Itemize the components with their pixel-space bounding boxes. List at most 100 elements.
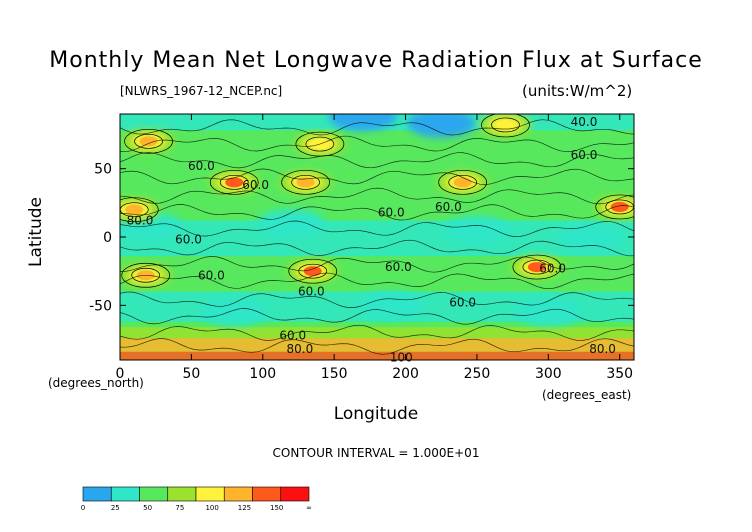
- contour-ring: [121, 262, 171, 288]
- contour-line: [120, 187, 634, 205]
- contour-label: 60.0: [242, 178, 269, 192]
- colorbar-label: 50: [143, 504, 152, 512]
- colorbar-swatch: [139, 486, 169, 502]
- contour-ring: [448, 174, 478, 190]
- contour-ring: [134, 133, 163, 149]
- contour-line: [120, 272, 634, 290]
- contour-line: [120, 256, 634, 273]
- colorbar-label: ∞: [306, 504, 312, 512]
- contour-line: [120, 204, 634, 221]
- contour-ring: [291, 174, 320, 190]
- contour-line: [120, 291, 634, 308]
- colorbar-swatch: [252, 486, 282, 502]
- field-hotspot-core: [225, 177, 244, 188]
- contour-label: 100: [390, 350, 413, 364]
- contour-label: 60.0: [279, 328, 306, 342]
- contour-label: 60.0: [188, 159, 215, 173]
- field-hotspot-core: [496, 119, 515, 130]
- contour-line: [120, 152, 634, 169]
- contour-label: 60.0: [385, 260, 412, 274]
- contour-line: [120, 135, 634, 153]
- field-coolspot: [357, 291, 426, 320]
- contour-label: 60.0: [175, 233, 202, 247]
- field-coolspot: [257, 209, 326, 238]
- contour-ring: [288, 258, 338, 284]
- contour-label: 60.0: [435, 200, 462, 214]
- field-coolspot: [328, 114, 397, 131]
- field-band: [120, 220, 634, 257]
- contour-ring: [491, 117, 520, 133]
- field-hotspot-core: [527, 262, 546, 273]
- y-axis-unit: (degrees_north): [48, 376, 144, 390]
- contour-ring: [595, 194, 634, 220]
- field-band: [120, 351, 634, 360]
- contour-ring: [298, 263, 328, 279]
- colorbar-swatch: [195, 486, 225, 502]
- colorbar-label: 150: [270, 504, 283, 512]
- contour-ring: [281, 169, 330, 195]
- x-tick-label: 50: [182, 366, 200, 382]
- field-coolspot: [200, 298, 269, 327]
- contour-label: 60.0: [298, 285, 325, 299]
- y-tick-label: 0: [103, 230, 112, 246]
- units-label: (units:W/m^2): [522, 82, 633, 100]
- contour-line: [120, 338, 634, 355]
- x-tick-label: 0: [116, 366, 125, 382]
- contour-label: 80.0: [589, 342, 616, 356]
- colorbar-label: 125: [238, 504, 251, 512]
- y-tick-label: 50: [94, 162, 112, 178]
- contour-line: [120, 324, 634, 341]
- field-hotspot-core: [139, 136, 158, 147]
- contour-label: 60.0: [449, 296, 476, 310]
- field-hotspot-core: [303, 266, 322, 277]
- contour-ring: [131, 267, 161, 283]
- x-axis-title: Longitude: [333, 404, 419, 424]
- contour-labels: 40.060.060.060.060.0 60.080.060.060.060.0…: [127, 115, 616, 364]
- contour-line: [120, 168, 634, 185]
- field-band: [120, 327, 634, 339]
- contour-line: [120, 119, 634, 136]
- field-coolspot: [557, 223, 626, 251]
- x-tick-label: 100: [249, 366, 276, 382]
- x-tick-label: 250: [464, 366, 491, 382]
- field-coolspot: [407, 114, 476, 138]
- contour-label: 60.0: [198, 268, 225, 282]
- contour-ring: [124, 128, 173, 154]
- field-band: [120, 338, 634, 352]
- colorbar-swatch: [223, 486, 253, 502]
- contour-line: [120, 308, 634, 325]
- contour-interval-note: CONTOUR INTERVAL = 1.000E+01: [272, 446, 480, 460]
- axes: 0 50 100 150 200 250 300 350 -50 0 50: [89, 114, 634, 382]
- colorbar-swatch: [82, 486, 112, 502]
- field-hotspot-core: [125, 204, 144, 215]
- contour-lines: [120, 114, 634, 355]
- contour-ring: [305, 136, 335, 152]
- colorbar: 0 25 50 75 100 125 150 ∞: [81, 486, 312, 512]
- contour-ring: [481, 114, 530, 138]
- field-band: [120, 130, 634, 142]
- contour-ring: [209, 169, 259, 195]
- colorbar-label: 100: [205, 504, 218, 512]
- field-coolspot: [514, 298, 583, 327]
- contour-ring: [120, 197, 159, 223]
- x-tick-label: 200: [392, 366, 419, 382]
- contour-line: [120, 239, 634, 257]
- contour-label: 60.0: [571, 148, 598, 162]
- field-hotspot-core: [296, 177, 315, 188]
- contour-label: 60.0: [378, 205, 405, 219]
- x-tick-label: 150: [321, 366, 348, 382]
- colorbar-swatch: [110, 486, 140, 502]
- contour-ring: [512, 254, 562, 280]
- colorbar-label: 25: [111, 504, 120, 512]
- chart-title: Monthly Mean Net Longwave Radiation Flux…: [49, 48, 703, 73]
- x-tick-label: 350: [606, 366, 633, 382]
- colorbar-swatch: [167, 486, 197, 502]
- contour-ring: [219, 174, 249, 190]
- field-hotspot-core: [610, 201, 629, 212]
- contour-label: 80.0: [287, 342, 314, 356]
- heatmap-field: [120, 114, 634, 360]
- x-tick-label: 300: [535, 366, 562, 382]
- contour-line: [120, 220, 634, 237]
- colorbar-swatch: [280, 486, 310, 502]
